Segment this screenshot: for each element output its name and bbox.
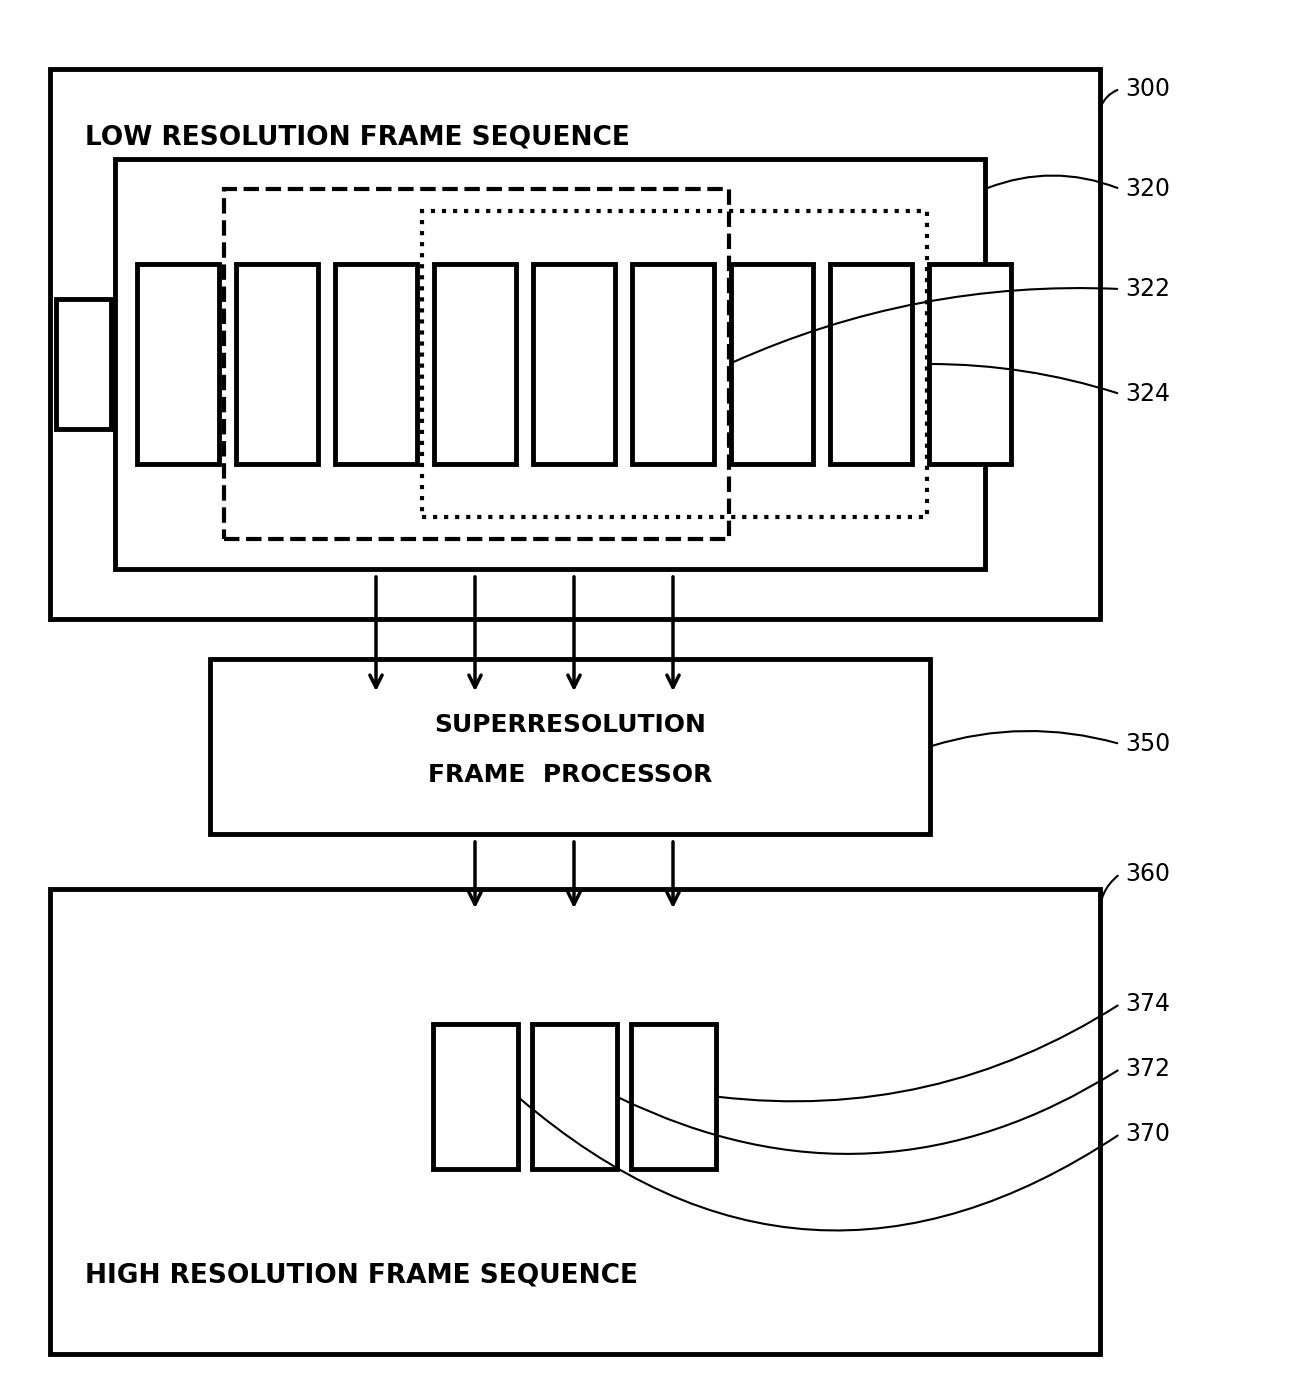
Text: SUPERRESOLUTION: SUPERRESOLUTION: [434, 712, 705, 736]
Text: 370: 370: [1125, 1122, 1170, 1146]
Bar: [335, 264, 417, 464]
Bar: [532, 1024, 617, 1170]
Bar: [434, 264, 516, 464]
Bar: [236, 264, 318, 464]
Bar: [115, 159, 985, 569]
Bar: [831, 264, 911, 464]
Text: FRAME  PROCESSOR: FRAME PROCESSOR: [428, 762, 712, 786]
Bar: [928, 264, 1011, 464]
Text: 374: 374: [1125, 992, 1170, 1016]
Text: LOW RESOLUTION FRAME SEQUENCE: LOW RESOLUTION FRAME SEQUENCE: [85, 125, 630, 150]
Text: 322: 322: [1125, 277, 1170, 301]
Bar: [50, 69, 1101, 618]
Bar: [210, 659, 930, 834]
Bar: [632, 264, 715, 464]
Bar: [533, 264, 615, 464]
Text: 320: 320: [1125, 178, 1170, 201]
Text: 300: 300: [1125, 77, 1170, 101]
Bar: [137, 264, 219, 464]
Bar: [732, 264, 812, 464]
Bar: [433, 1024, 518, 1170]
Text: 324: 324: [1125, 382, 1170, 406]
Bar: [631, 1024, 716, 1170]
Text: 372: 372: [1125, 1058, 1170, 1081]
Bar: [224, 189, 729, 539]
Bar: [422, 211, 927, 518]
Text: 360: 360: [1125, 862, 1170, 886]
Text: 350: 350: [1125, 732, 1170, 755]
Bar: [56, 299, 111, 429]
Text: HIGH RESOLUTION FRAME SEQUENCE: HIGH RESOLUTION FRAME SEQUENCE: [85, 1263, 638, 1288]
Bar: [50, 888, 1101, 1354]
